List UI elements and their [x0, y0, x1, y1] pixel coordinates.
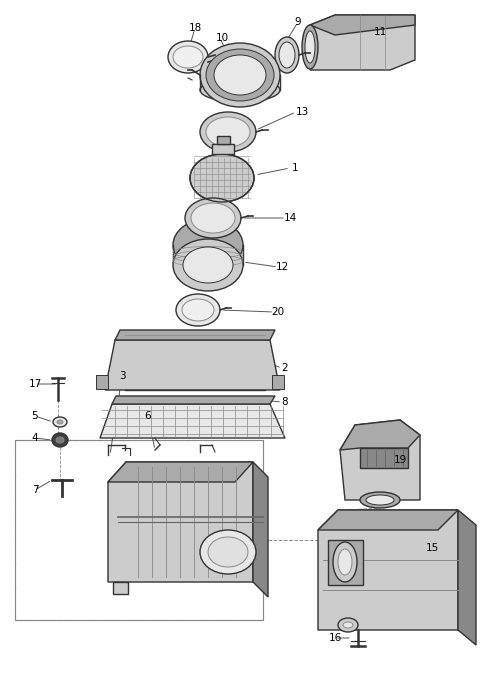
- Ellipse shape: [53, 417, 67, 427]
- Text: 16: 16: [328, 633, 342, 643]
- Ellipse shape: [168, 41, 208, 73]
- Text: 3: 3: [119, 371, 125, 381]
- Ellipse shape: [176, 294, 220, 326]
- Text: 13: 13: [295, 107, 309, 117]
- Ellipse shape: [173, 239, 243, 291]
- Polygon shape: [115, 330, 275, 340]
- Text: 8: 8: [282, 397, 288, 407]
- Text: 17: 17: [28, 379, 42, 389]
- Ellipse shape: [333, 542, 357, 582]
- Text: 12: 12: [276, 262, 288, 272]
- Polygon shape: [310, 15, 415, 70]
- Text: 7: 7: [32, 485, 38, 495]
- Polygon shape: [113, 582, 128, 594]
- Text: 4: 4: [32, 433, 38, 443]
- Bar: [15, 440, 263, 620]
- Polygon shape: [340, 420, 420, 450]
- Polygon shape: [100, 404, 285, 438]
- Ellipse shape: [183, 247, 233, 283]
- Ellipse shape: [190, 154, 254, 202]
- Polygon shape: [318, 510, 458, 530]
- Polygon shape: [112, 396, 275, 404]
- Ellipse shape: [57, 420, 63, 424]
- Ellipse shape: [182, 299, 214, 321]
- Text: 10: 10: [216, 33, 228, 43]
- Polygon shape: [217, 136, 230, 144]
- Polygon shape: [340, 420, 420, 500]
- Polygon shape: [212, 144, 234, 154]
- Bar: [96, 375, 108, 389]
- Polygon shape: [328, 540, 363, 585]
- Ellipse shape: [173, 219, 243, 271]
- Text: 5: 5: [32, 411, 38, 421]
- Ellipse shape: [366, 495, 394, 505]
- Ellipse shape: [305, 31, 315, 63]
- Polygon shape: [253, 462, 268, 597]
- Bar: [15, 440, 263, 620]
- Ellipse shape: [200, 530, 256, 574]
- Ellipse shape: [200, 112, 256, 152]
- Polygon shape: [108, 462, 253, 582]
- Polygon shape: [108, 462, 253, 482]
- Ellipse shape: [206, 49, 274, 101]
- Ellipse shape: [338, 618, 358, 632]
- Ellipse shape: [338, 549, 352, 575]
- Text: 11: 11: [373, 27, 386, 37]
- Polygon shape: [310, 15, 415, 35]
- Text: 20: 20: [271, 307, 285, 317]
- Ellipse shape: [343, 622, 353, 628]
- Ellipse shape: [360, 492, 400, 508]
- Ellipse shape: [56, 437, 64, 443]
- Ellipse shape: [275, 37, 299, 73]
- Ellipse shape: [191, 203, 235, 233]
- Polygon shape: [458, 510, 476, 645]
- Text: 19: 19: [394, 455, 407, 465]
- Text: 6: 6: [144, 411, 151, 421]
- Ellipse shape: [279, 42, 295, 68]
- Ellipse shape: [206, 117, 250, 147]
- Bar: [272, 375, 284, 389]
- Text: 9: 9: [295, 17, 301, 27]
- Polygon shape: [318, 510, 458, 630]
- Text: 18: 18: [188, 23, 202, 33]
- Text: 15: 15: [425, 543, 439, 553]
- Ellipse shape: [173, 46, 203, 68]
- Ellipse shape: [185, 198, 241, 238]
- Polygon shape: [360, 448, 408, 468]
- Ellipse shape: [302, 25, 318, 69]
- Polygon shape: [105, 340, 280, 390]
- Ellipse shape: [200, 78, 280, 102]
- Text: 2: 2: [282, 363, 288, 373]
- Text: 14: 14: [283, 213, 297, 223]
- Text: 1: 1: [292, 163, 298, 173]
- Ellipse shape: [214, 55, 266, 95]
- Ellipse shape: [200, 43, 280, 107]
- Ellipse shape: [52, 433, 68, 447]
- Ellipse shape: [208, 537, 248, 567]
